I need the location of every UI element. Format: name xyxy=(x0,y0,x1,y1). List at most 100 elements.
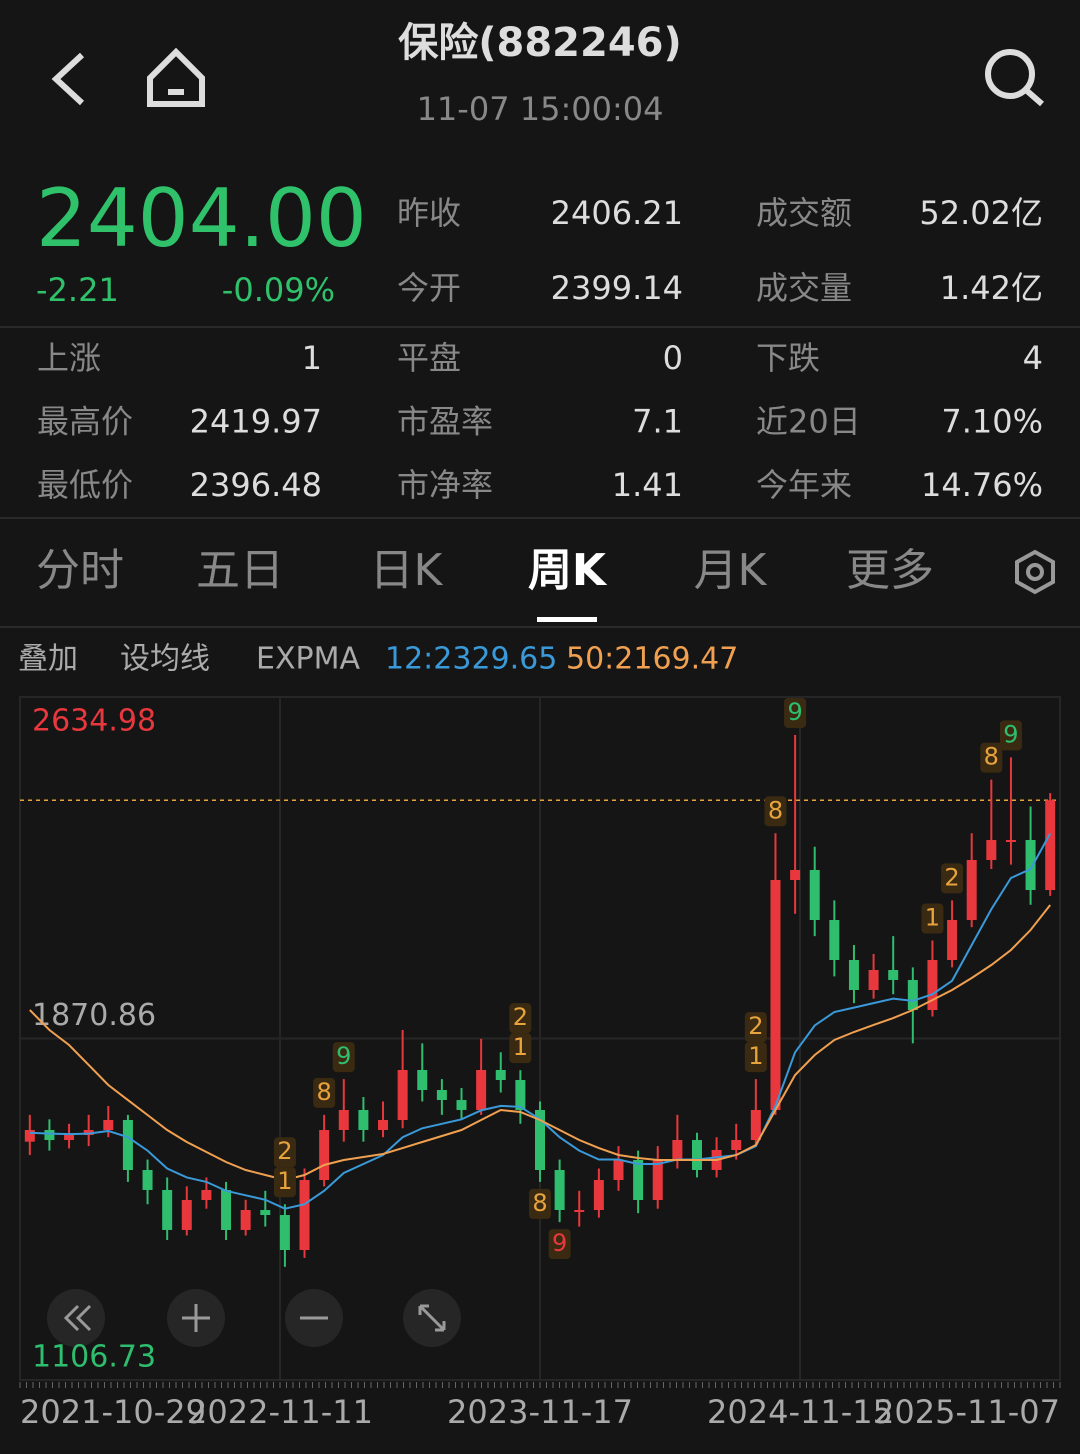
home-button[interactable] xyxy=(147,47,205,107)
expma-line xyxy=(29,904,1051,1182)
signal-badge xyxy=(509,1033,532,1064)
change: -2.21 xyxy=(36,271,119,309)
stat-value: 2406.21 xyxy=(551,194,683,232)
stat-label: 最高价 xyxy=(37,403,133,441)
back-button[interactable] xyxy=(51,52,85,106)
candle-body xyxy=(319,1130,330,1181)
candle-body xyxy=(966,859,977,921)
candle-body xyxy=(1005,840,1016,843)
signal-label: 2 xyxy=(513,1003,528,1031)
stat-label: 成交量 xyxy=(756,269,852,307)
candle-body xyxy=(829,920,840,961)
stat-value: 2399.14 xyxy=(551,269,683,307)
stat-value: 52.02亿 xyxy=(919,194,1043,232)
x-tick-label: 2023-11-17 xyxy=(447,1393,633,1431)
candle-body xyxy=(476,1069,487,1110)
candle-body xyxy=(436,1090,447,1101)
x-tick-label: 2022-11-11 xyxy=(187,1393,373,1431)
change-pct: -0.09% xyxy=(222,271,335,309)
candle-body xyxy=(417,1069,428,1091)
stat-label: 上涨 xyxy=(37,339,101,377)
candle-body xyxy=(1045,800,1056,891)
x-tick-label: 2024-11-15 xyxy=(707,1393,893,1431)
stat-label: 下跌 xyxy=(756,339,820,377)
stat-value: 7.1 xyxy=(632,403,683,441)
signal-badge xyxy=(529,1188,551,1219)
y-tick-label: 2634.98 xyxy=(32,704,156,739)
candle-body xyxy=(181,1199,192,1230)
candle-body xyxy=(1025,840,1036,891)
legend-entry: 12:2329.65 xyxy=(385,642,557,677)
candle-body xyxy=(593,1180,604,1211)
candle-body xyxy=(260,1210,271,1216)
stat-label: 市盈率 xyxy=(397,403,493,441)
candle-body xyxy=(672,1140,683,1160)
signal-badge xyxy=(744,1042,767,1073)
title: 保险(882246) xyxy=(398,20,682,66)
signal-badge xyxy=(980,742,1003,773)
stat-value: 7.10% xyxy=(941,403,1043,441)
tab[interactable]: 日K xyxy=(370,545,444,596)
zoom-buttons[interactable] xyxy=(47,1289,461,1347)
candle-body xyxy=(122,1119,133,1171)
signal-badge xyxy=(764,796,787,827)
tab[interactable]: 更多 xyxy=(846,545,934,596)
candle-body xyxy=(888,970,899,980)
timestamp: 11-07 15:00:04 xyxy=(417,90,664,128)
stat-value: 1.42亿 xyxy=(940,269,1043,307)
toolbar-item[interactable]: 设均线 xyxy=(120,642,210,677)
candle-body xyxy=(535,1109,545,1171)
stat-label: 成交额 xyxy=(756,194,852,232)
signal-badge xyxy=(332,1042,355,1073)
candle-body xyxy=(103,1119,114,1131)
candle-body xyxy=(731,1140,742,1150)
candle-body xyxy=(201,1189,212,1200)
candle-body xyxy=(652,1159,663,1200)
signal-label: 8 xyxy=(984,743,999,771)
candle-body xyxy=(378,1119,389,1131)
candle-body xyxy=(613,1159,624,1181)
stat-label: 市净率 xyxy=(397,466,493,504)
candle-body xyxy=(790,869,801,881)
x-tick-label: 2025-11-07 xyxy=(874,1393,1060,1431)
signal-label: 9 xyxy=(336,1042,351,1070)
stat-label: 近20日 xyxy=(756,403,861,441)
signal-badge xyxy=(509,1003,532,1034)
candle-body xyxy=(456,1100,467,1110)
stat-value: 1 xyxy=(302,339,322,377)
tab[interactable]: 月K xyxy=(694,545,768,596)
toolbar-item: EXPMA xyxy=(256,642,360,677)
candle-body xyxy=(240,1210,251,1230)
signal-label: 1 xyxy=(513,1033,528,1061)
candle-body xyxy=(554,1170,565,1211)
signal-label: 1 xyxy=(925,904,940,932)
candle-body xyxy=(750,1109,761,1141)
tab[interactable]: 周K xyxy=(528,545,608,596)
tab[interactable]: 分时 xyxy=(36,545,124,596)
candle-body xyxy=(809,869,820,921)
stat-label: 今年来 xyxy=(756,466,852,504)
settings-button[interactable] xyxy=(1015,549,1055,595)
tab[interactable]: 五日 xyxy=(196,545,284,596)
signal-badge xyxy=(548,1229,571,1260)
signal-label: 8 xyxy=(532,1189,547,1217)
signal-badge xyxy=(273,1137,296,1168)
y-tick-label: 1870.86 xyxy=(32,998,156,1033)
stat-value: 2419.97 xyxy=(190,403,322,441)
stat-value: 1.41 xyxy=(612,466,683,504)
signal-badge xyxy=(941,863,964,894)
candle-body xyxy=(299,1180,310,1251)
signal-badge xyxy=(273,1167,296,1198)
candle-body xyxy=(279,1215,290,1251)
candle-body xyxy=(947,920,958,961)
search-button[interactable] xyxy=(985,49,1044,107)
stat-value: 4 xyxy=(1023,339,1043,377)
candle-body xyxy=(221,1189,232,1230)
toolbar-item[interactable]: 叠加 xyxy=(18,642,78,677)
candle-body xyxy=(986,840,997,860)
signal-badge xyxy=(313,1077,336,1108)
candle-body xyxy=(44,1130,55,1141)
candle-body xyxy=(868,970,879,990)
signal-label: 2 xyxy=(277,1137,292,1165)
